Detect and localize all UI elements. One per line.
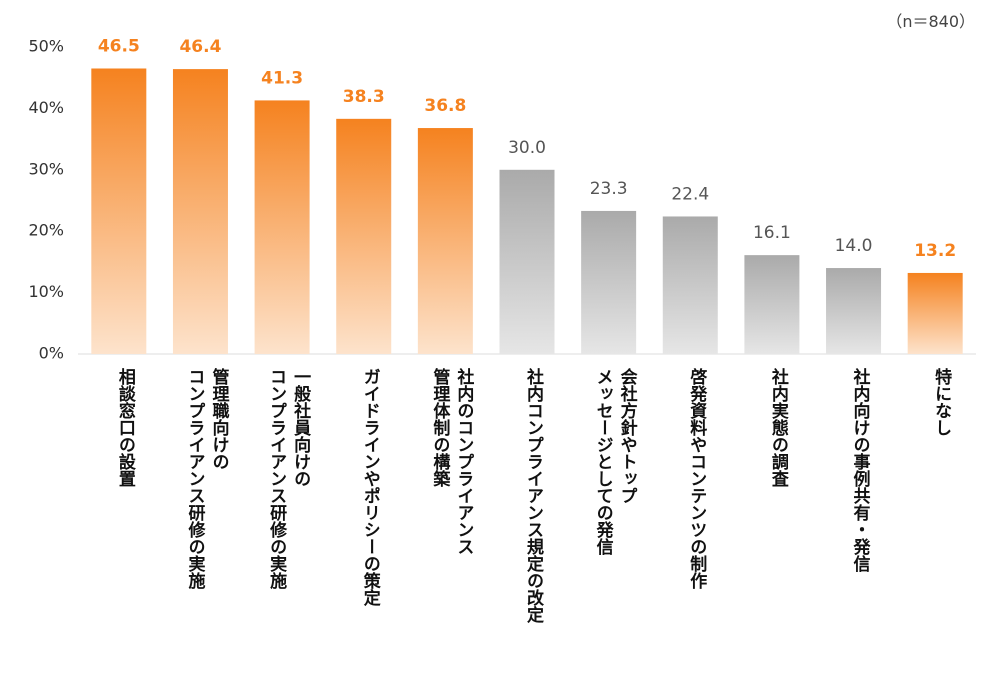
bar <box>826 268 882 354</box>
x-tick-label: 社内実態の調査 <box>767 368 788 487</box>
value-label: 16.1 <box>753 223 791 243</box>
x-tick-label: 社内のコンプライアンス 管理体制の構築 <box>429 368 474 555</box>
x-tick-label: 社内コンプライアンス規定の改定 <box>523 368 543 623</box>
y-tick-label: 50% <box>28 37 64 56</box>
x-tick-label: 会社方針やトップ メッセージとしての発信 <box>592 368 637 555</box>
bar <box>499 169 555 354</box>
bar <box>91 68 147 355</box>
y-tick-label: 0% <box>39 344 64 363</box>
x-tick-label: 管理職向けの コンプライアンス研修の実施 <box>184 368 229 589</box>
x-tick-label: 特になし <box>931 368 952 436</box>
bar <box>581 210 637 354</box>
bar <box>662 216 718 354</box>
x-tick-label: 相談窓口の設置 <box>114 368 135 487</box>
bar <box>254 100 310 354</box>
y-tick-label: 10% <box>28 282 64 301</box>
value-label: 41.3 <box>261 68 303 88</box>
x-tick-label: ガイドラインやポリシーの策定 <box>359 368 380 606</box>
bar <box>172 69 228 354</box>
x-tick-label: 社内向けの事例共有・発信 <box>849 368 870 572</box>
y-tick-label: 30% <box>28 159 64 178</box>
value-label: 46.4 <box>179 37 221 57</box>
bar <box>744 255 800 354</box>
value-label: 30.0 <box>508 138 546 158</box>
value-label: 14.0 <box>835 236 873 256</box>
y-tick-label: 40% <box>28 98 64 117</box>
value-label: 38.3 <box>343 87 385 107</box>
bar <box>907 272 963 354</box>
value-label: 22.4 <box>671 184 709 204</box>
value-label: 13.2 <box>914 241 956 261</box>
bar <box>336 118 392 354</box>
value-label: 46.5 <box>98 36 140 56</box>
sample-note: （n＝840） <box>886 12 975 31</box>
value-label: 36.8 <box>424 96 466 116</box>
x-tick-label: 啓発資料やコンテンツの制作 <box>686 368 707 589</box>
bar <box>417 128 473 354</box>
value-label: 23.3 <box>590 179 628 199</box>
y-tick-label: 20% <box>28 221 64 240</box>
x-tick-label: 一般社員向けの コンプライアンス研修の実施 <box>266 368 311 589</box>
